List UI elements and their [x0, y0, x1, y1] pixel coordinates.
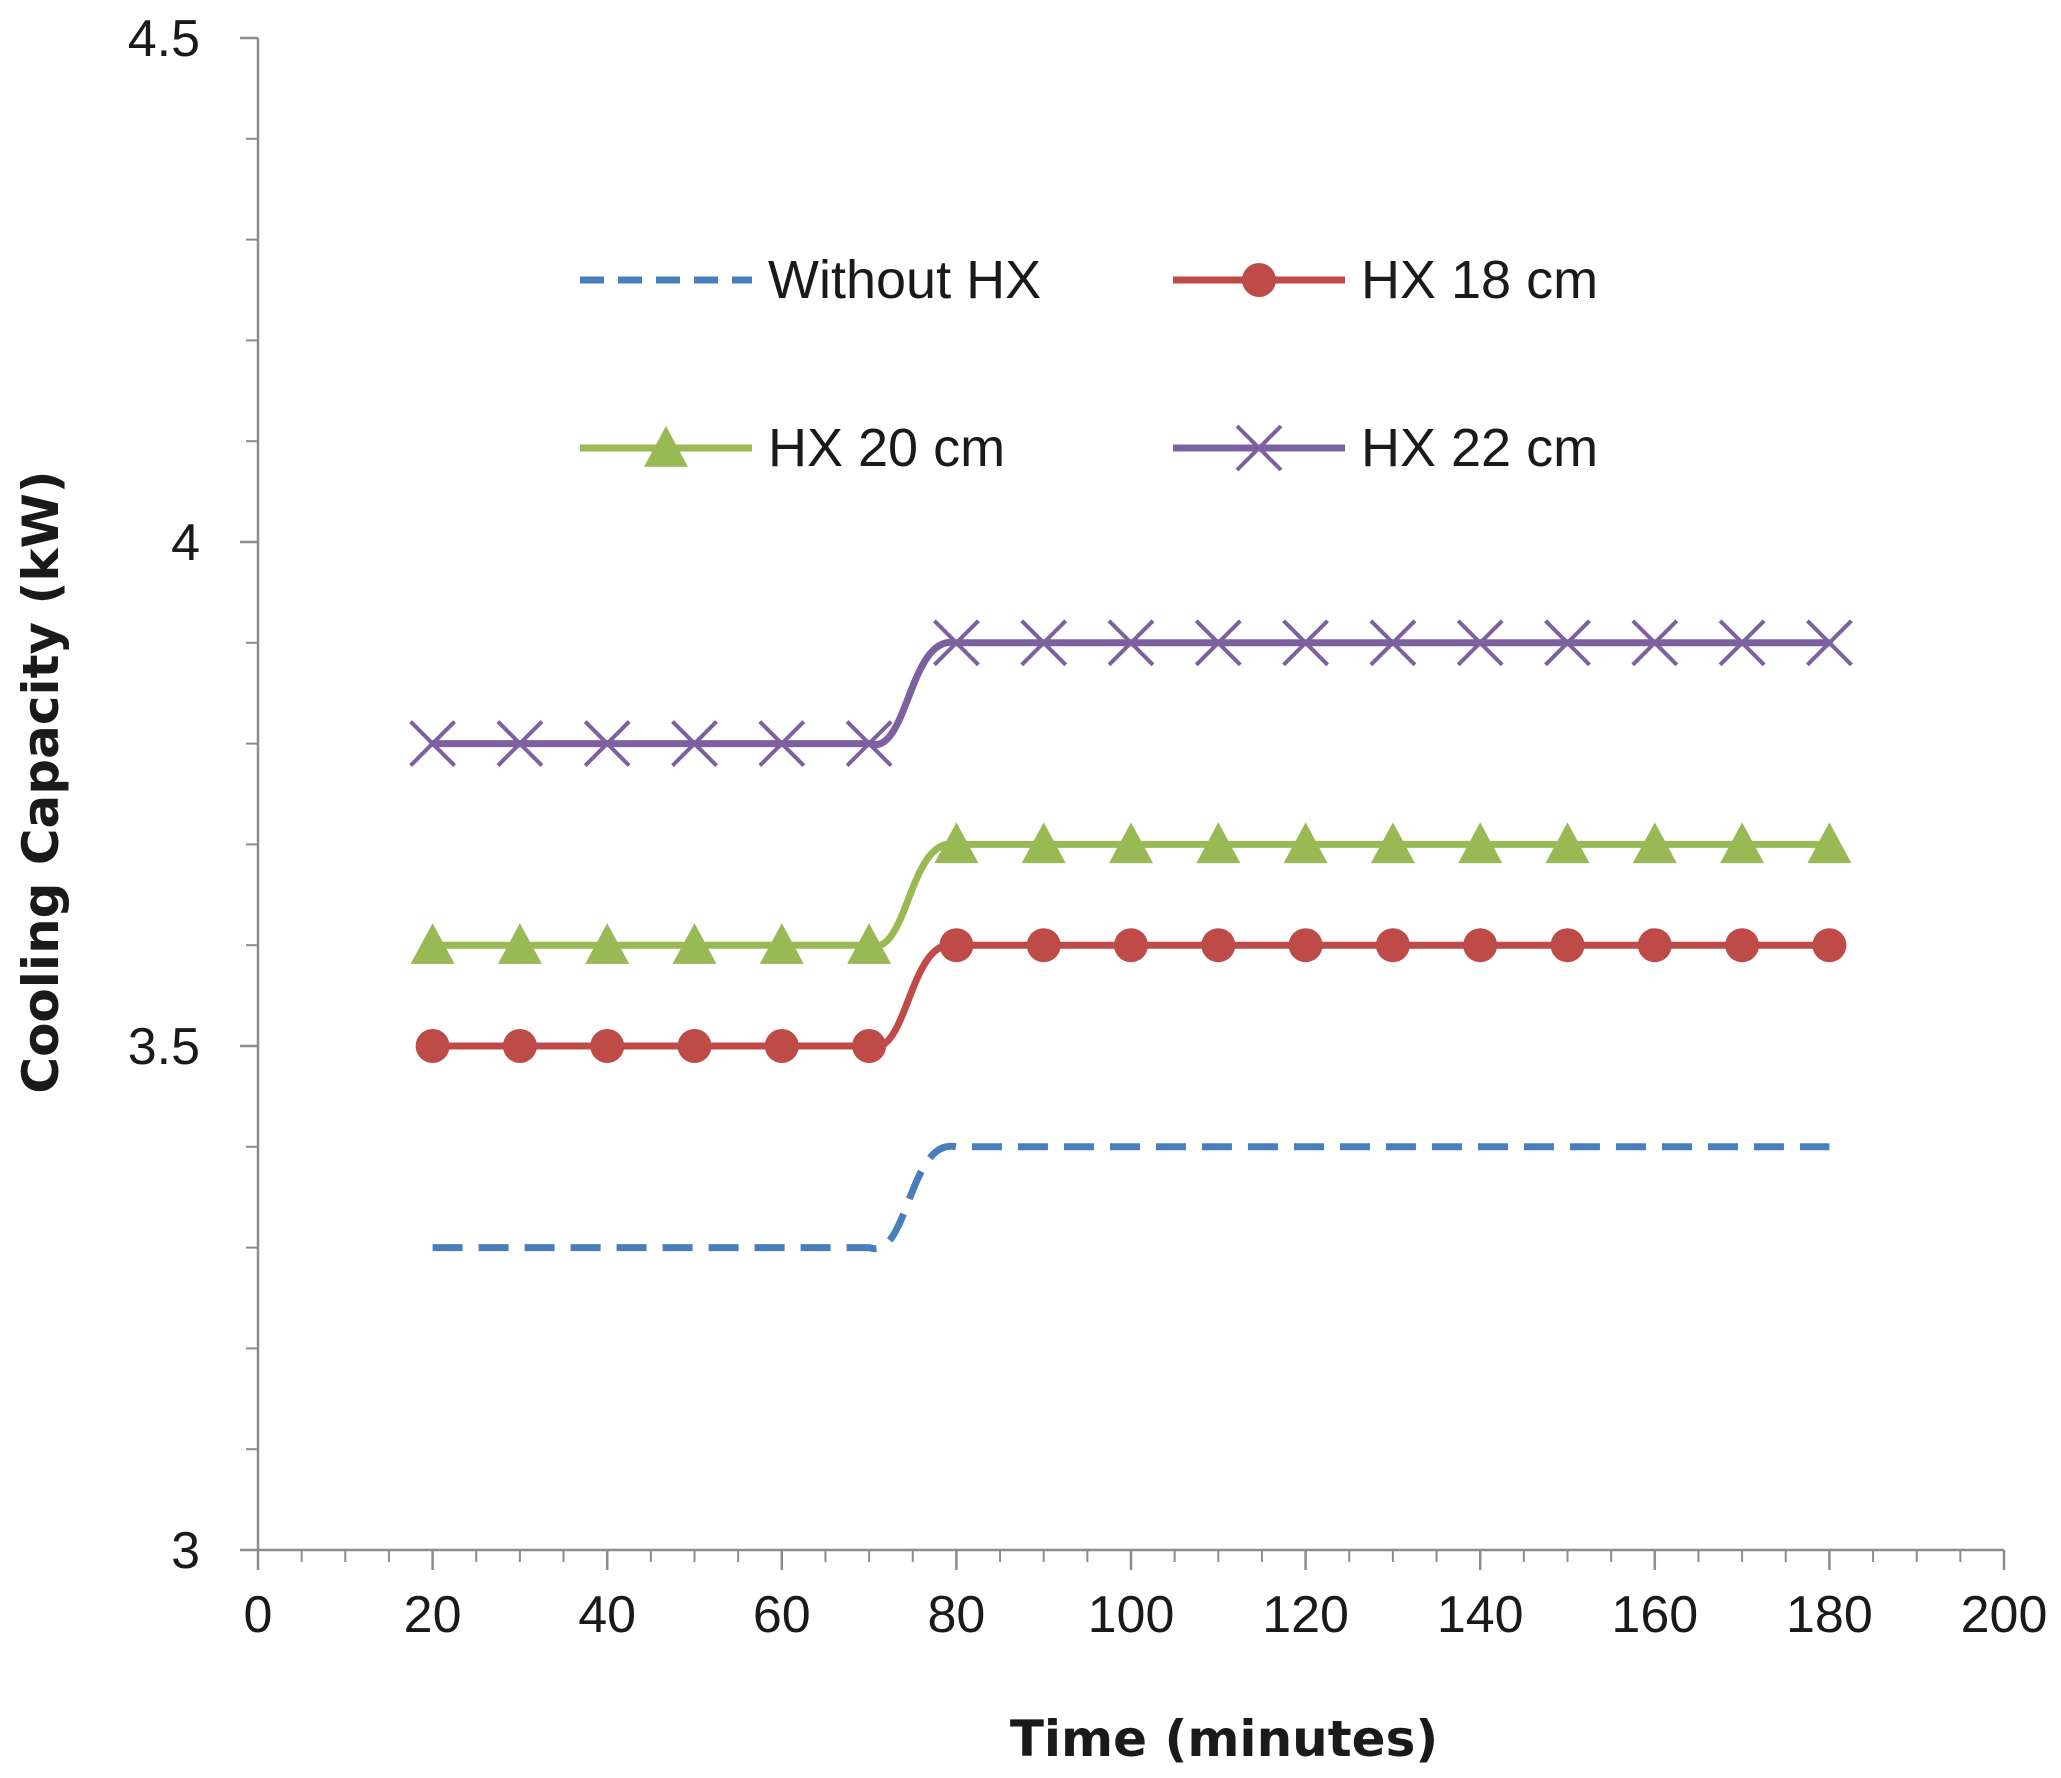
data-point-triangle — [1196, 822, 1241, 864]
series-hx-22-cm — [409, 619, 1853, 768]
data-point-triangle — [1545, 822, 1590, 864]
data-point-triangle — [585, 923, 630, 964]
x-tick-label: 140 — [1437, 1586, 1524, 1644]
legend-label: Without HX — [768, 250, 1041, 310]
data-point-x — [1544, 619, 1591, 667]
series-hx-18-cm — [415, 928, 1847, 1063]
y-axis-title: Cooling Capacity (kW) — [12, 470, 70, 1093]
data-point-x — [1194, 619, 1242, 667]
x-tick-label: 40 — [578, 1586, 636, 1644]
data-point-triangle — [1021, 822, 1066, 864]
x-tick-label: 120 — [1262, 1586, 1349, 1644]
data-point-x — [758, 720, 806, 768]
data-point-circle — [1463, 928, 1498, 963]
x-tick-label: 180 — [1786, 1586, 1873, 1644]
data-point-circle — [939, 928, 974, 963]
series-line — [432, 1143, 1830, 1253]
x-tick-label: 80 — [927, 1586, 985, 1644]
y-tick-label: 4.5 — [128, 10, 200, 68]
data-point-x — [583, 720, 631, 768]
data-point-x — [1805, 619, 1853, 667]
data-point-circle — [502, 1029, 537, 1063]
data-point-triangle — [1109, 822, 1153, 864]
data-point-circle — [1114, 928, 1148, 963]
data-point-x — [1235, 424, 1283, 472]
y-tick-label: 3.5 — [128, 1018, 200, 1076]
data-point-x — [671, 720, 718, 768]
data-point-x — [1107, 619, 1155, 667]
y-tick-label: 3 — [171, 1522, 200, 1580]
data-point-circle — [1637, 928, 1672, 963]
data-point-circle — [1725, 928, 1760, 963]
data-point-x — [845, 720, 893, 768]
x-tick-label: 200 — [1961, 1586, 2048, 1644]
series-line — [429, 639, 1833, 749]
legend-item: HX 20 cm — [580, 418, 1005, 478]
data-point-triangle — [410, 923, 455, 964]
data-point-x — [1020, 619, 1068, 667]
data-point-circle — [1550, 928, 1585, 963]
data-point-circle — [1026, 928, 1061, 963]
data-point-x — [932, 619, 980, 667]
data-point-circle — [1201, 928, 1236, 963]
data-point-x — [1631, 619, 1679, 667]
data-point-circle — [1288, 928, 1323, 963]
data-point-triangle — [759, 923, 804, 964]
data-point-circle — [1812, 928, 1847, 963]
legend-item: HX 22 cm — [1173, 418, 1598, 478]
data-point-x — [496, 720, 544, 768]
legend-item: Without HX — [580, 250, 1041, 310]
legend-label: HX 18 cm — [1361, 250, 1598, 310]
x-tick-label: 100 — [1088, 1586, 1175, 1644]
data-point-x — [1282, 619, 1330, 667]
data-point-circle — [415, 1029, 450, 1063]
data-point-triangle — [1807, 822, 1852, 864]
data-point-triangle — [847, 923, 892, 964]
x-tick-label: 160 — [1611, 1586, 1698, 1644]
data-point-triangle — [672, 923, 717, 964]
data-point-triangle — [934, 822, 979, 864]
data-point-x — [1369, 619, 1417, 667]
x-tick-label: 60 — [753, 1586, 811, 1644]
data-point-triangle — [1632, 822, 1677, 864]
series-without-hx — [432, 1143, 1830, 1253]
data-point-x — [1456, 619, 1504, 667]
legend: Without HX HX 18 cm HX 20 cm HX 22 cm — [580, 250, 1598, 478]
data-point-circle — [677, 1029, 712, 1063]
data-point-triangle — [1370, 822, 1415, 864]
data-point-circle — [764, 1029, 799, 1063]
data-point-triangle — [497, 923, 542, 964]
x-tick-label: 20 — [404, 1586, 462, 1644]
x-tick-label: 0 — [244, 1586, 273, 1644]
series-hx-20-cm — [410, 822, 1852, 964]
data-point-circle — [1242, 263, 1276, 297]
data-point-triangle — [1720, 822, 1765, 864]
legend-label: HX 20 cm — [768, 418, 1005, 478]
data-point-x — [409, 720, 457, 768]
legend-item: HX 18 cm — [1173, 250, 1598, 310]
data-point-x — [1718, 619, 1766, 667]
data-point-circle — [590, 1029, 625, 1063]
data-point-triangle — [1458, 822, 1503, 864]
y-tick-label: 4 — [171, 514, 200, 572]
legend-label: HX 22 cm — [1361, 418, 1598, 478]
data-point-circle — [852, 1029, 887, 1063]
data-point-circle — [1375, 928, 1410, 963]
series-layer — [409, 619, 1853, 1253]
data-point-triangle — [644, 426, 688, 467]
axes: 3 3.5 4 4.5 0 20 40 60 80 100 120 140 160 180 200 — [128, 10, 2048, 1644]
x-axis-title: Time (minutes) — [1010, 1710, 1438, 1768]
data-point-triangle — [1283, 822, 1328, 864]
